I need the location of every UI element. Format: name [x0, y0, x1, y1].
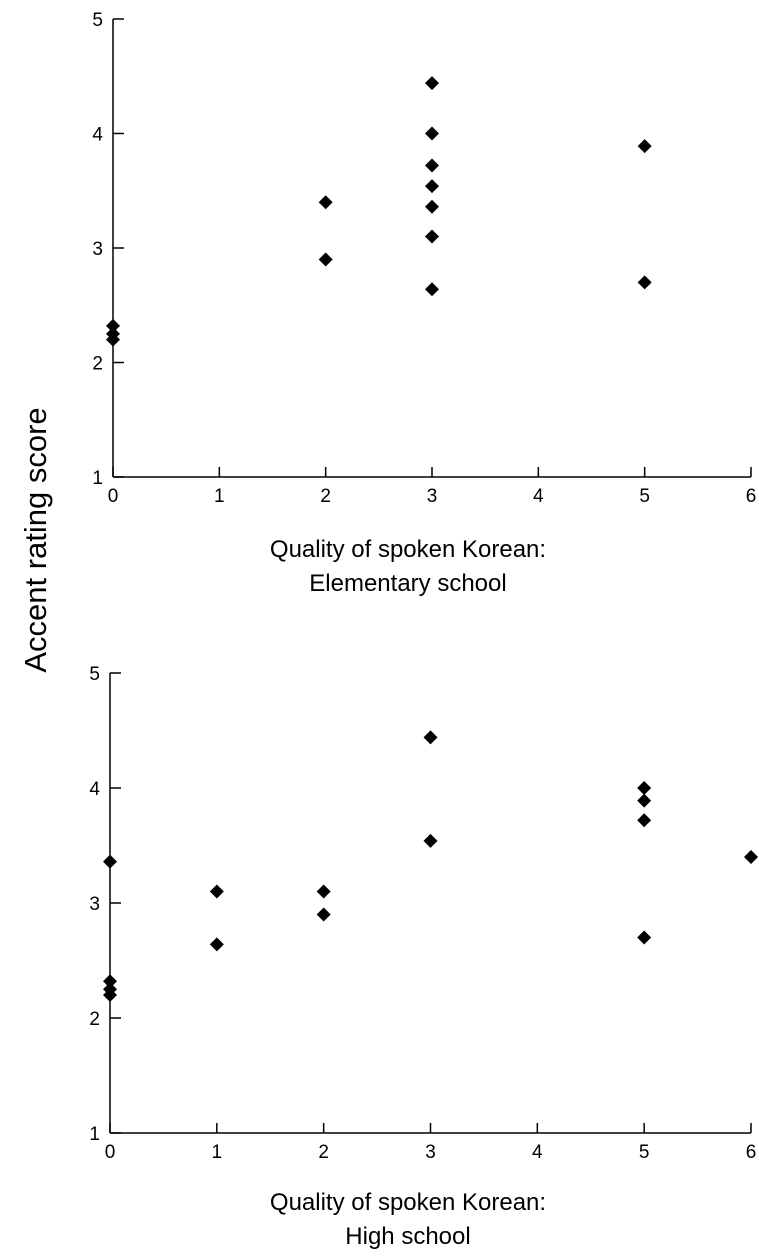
chart-1-y-tick-label: 4 — [89, 779, 100, 800]
chart-1-x-tick-label: 6 — [746, 1142, 757, 1163]
chart-0-point-12 — [637, 139, 652, 154]
chart-0-x-tick-label: 5 — [639, 486, 650, 507]
chart-0-x-tick-label: 2 — [320, 486, 331, 507]
chart-0-x-axis-label-line-2: Elementary school — [309, 570, 506, 597]
chart-1-point-7 — [316, 907, 331, 922]
chart-1-point-4 — [209, 884, 224, 899]
chart-0-point-0 — [106, 318, 120, 333]
chart-0-x-axis-label-line-1: Quality of spoken Korean: — [270, 536, 546, 563]
chart-1-point-5 — [209, 937, 224, 952]
chart-0-y-tick-label: 3 — [92, 239, 103, 260]
chart-1-point-8 — [423, 730, 438, 745]
chart-1-y-tick-label: 1 — [89, 1124, 100, 1145]
chart-0-point-7 — [425, 158, 439, 173]
chart-1-point-3 — [103, 988, 117, 1002]
chart-1-point-0 — [103, 854, 117, 869]
chart-1-x-tick-label: 3 — [425, 1142, 436, 1163]
chart-0-point-3 — [318, 195, 333, 210]
chart-0-x-tick-label: 3 — [427, 486, 438, 507]
chart-1-x-tick-label: 2 — [318, 1142, 329, 1163]
chart-1-y-tick-label: 2 — [89, 1009, 100, 1030]
chart-1-point-12 — [637, 813, 652, 828]
chart-0-x-tick-label: 6 — [746, 486, 757, 507]
chart-0-point-2 — [106, 332, 120, 347]
chart-1-x-tick-label: 0 — [105, 1142, 116, 1163]
chart-0-point-9 — [425, 199, 439, 214]
chart-1-point-1 — [103, 974, 117, 989]
chart-0-y-tick-label: 2 — [92, 354, 103, 375]
chart-0-point-4 — [318, 252, 333, 267]
chart-0-point-11 — [425, 282, 439, 297]
chart-0-y-tick-label: 4 — [92, 125, 103, 146]
chart-0-x-tick-label: 0 — [108, 486, 119, 507]
chart-0-y-tick-label: 1 — [92, 468, 103, 489]
chart-1-x-tick-label: 5 — [639, 1142, 650, 1163]
chart-1-y-tick-label: 5 — [89, 664, 100, 685]
chart-0-y-tick-label: 5 — [92, 10, 103, 31]
chart-0-point-13 — [637, 275, 652, 290]
chart-1-point-6 — [316, 884, 331, 899]
chart-1-x-axis-label-line-1: Quality of spoken Korean: — [270, 1189, 546, 1216]
chart-0-point-10 — [425, 229, 439, 244]
y-axis-label: Accent rating score — [18, 407, 53, 672]
chart-0-point-8 — [425, 179, 439, 194]
chart-1-point-10 — [637, 781, 652, 795]
chart-1-y-tick-label: 3 — [89, 894, 100, 915]
chart-1-point-11 — [637, 793, 652, 808]
chart-0-x-tick-label: 1 — [214, 486, 225, 507]
chart-1-point-9 — [423, 833, 438, 848]
chart-0-point-5 — [425, 76, 439, 91]
chart-1-x-axis-label-line-2: High school — [345, 1223, 470, 1250]
chart-1-point-13 — [637, 930, 652, 945]
chart-0-point-6 — [425, 126, 439, 141]
chart-1-x-tick-label: 4 — [532, 1142, 543, 1163]
chart-1-x-tick-label: 1 — [212, 1142, 223, 1163]
chart-0-x-tick-label: 4 — [533, 486, 544, 507]
chart-1-point-14 — [744, 850, 758, 864]
